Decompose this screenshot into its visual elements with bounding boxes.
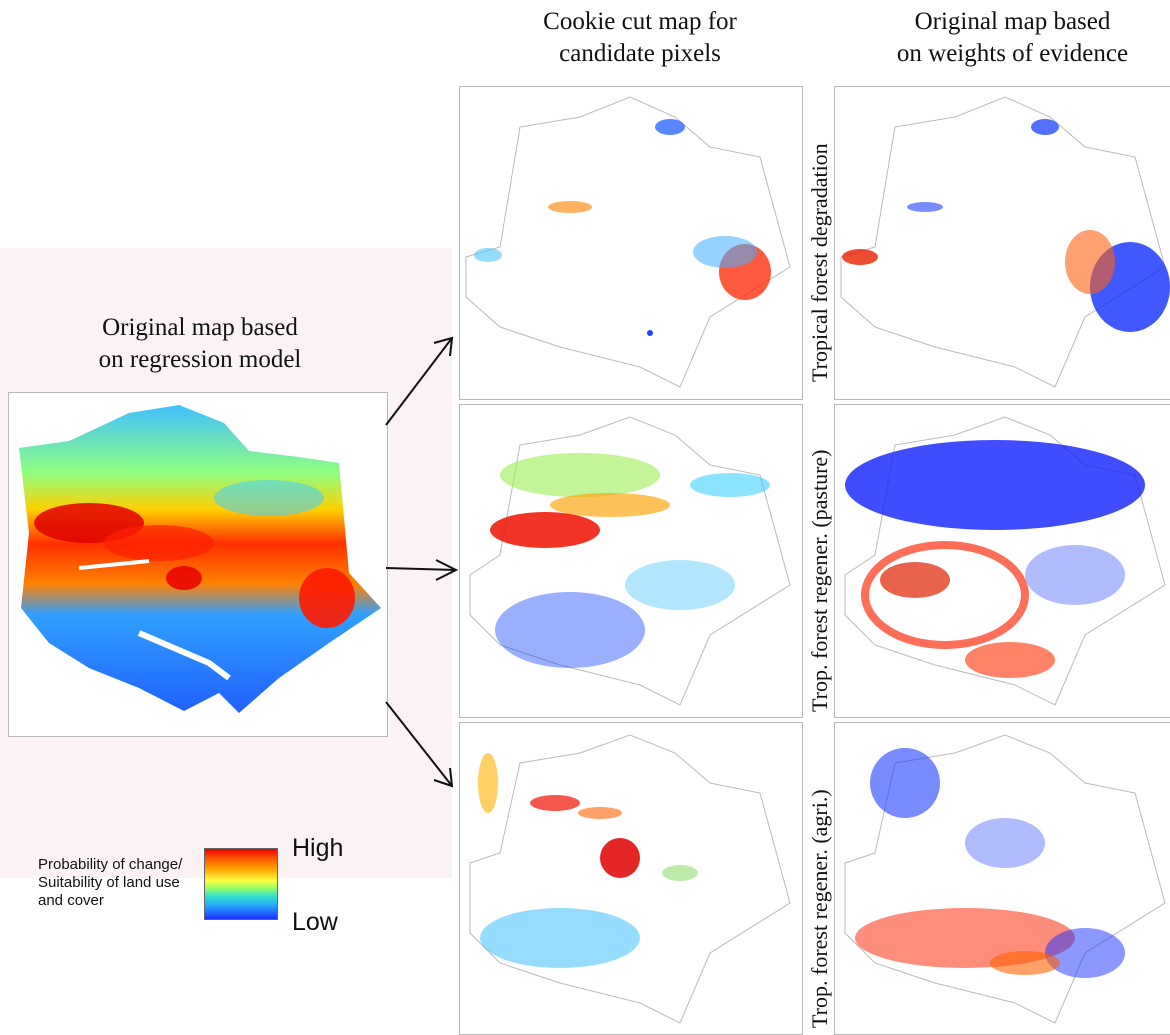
left-map-title-line2: on regression model [98,346,302,373]
cookie-cut-map-row3-graphic [469,734,791,1024]
legend-high-label: High [292,834,344,862]
left-map-title: Original map based on regression model [40,312,360,376]
cookie-cut-map-row2-graphic [469,416,791,706]
legend-caption-line1: Probability of change/ [38,856,183,873]
column-title-weights-of-evidence: Original map based on weights of evidenc… [860,6,1165,70]
row-label-1: Tropical forest degradation [807,143,832,382]
legend-caption: Probability of change/ Suitability of la… [38,856,208,910]
legend-low-label: Low [292,908,338,936]
regression-model-map [8,392,388,737]
cookie-cut-map-row1 [459,86,803,400]
arrow-head-row2 [435,559,459,581]
row-label-3: Trop. forest regener. (agri.) [807,789,832,1028]
arrow-to-row3 [385,701,453,787]
arrow-head-row1 [433,336,454,357]
weights-of-evidence-map-row2-graphic [844,416,1166,706]
cookie-cut-map-row3 [459,722,803,1035]
legend-caption-line3: and cover [38,892,104,909]
left-map-title-line1: Original map based [102,314,298,341]
weights-of-evidence-map-row2 [834,404,1170,718]
arrow-to-row1 [385,337,453,426]
row-label-2: Trop. forest regener. (pasture) [807,449,832,713]
column-title-cookie-cut-line1: Cookie cut map for [543,8,737,35]
cookie-cut-map-row1-graphic [465,96,791,388]
legend-color-scale [204,848,278,920]
column-title-woe-line1: Original map based [914,8,1111,35]
weights-of-evidence-map-row1-graphic [840,96,1170,388]
weights-of-evidence-map-row1 [834,86,1170,400]
arrow-head-row3 [433,767,454,788]
column-title-woe-line2: on weights of evidence [896,40,1129,67]
column-title-cookie-cut-line2: candidate pixels [559,40,721,67]
weights-of-evidence-map-row3 [834,722,1170,1035]
legend-caption-line2: Suitability of land use [38,874,180,891]
column-title-cookie-cut: Cookie cut map for candidate pixels [470,6,810,70]
cookie-cut-map-row2 [459,404,803,718]
regression-map-graphic [19,405,381,713]
weights-of-evidence-map-row3-graphic [844,734,1166,1024]
arrow-to-row2 [385,567,457,571]
